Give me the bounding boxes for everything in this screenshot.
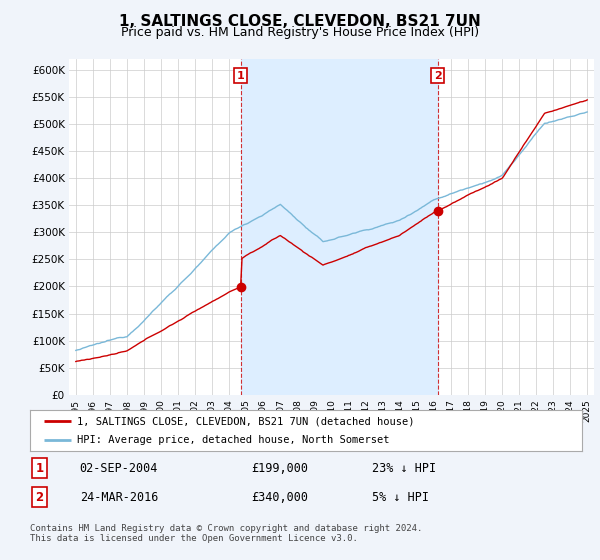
Text: 1: 1 bbox=[237, 71, 245, 81]
Text: 5% ↓ HPI: 5% ↓ HPI bbox=[372, 491, 429, 504]
Text: £340,000: £340,000 bbox=[251, 491, 308, 504]
Bar bbox=[241, 59, 437, 395]
Text: 02-SEP-2004: 02-SEP-2004 bbox=[80, 461, 158, 475]
Text: 2: 2 bbox=[434, 71, 442, 81]
Text: 1, SALTINGS CLOSE, CLEVEDON, BS21 7UN (detached house): 1, SALTINGS CLOSE, CLEVEDON, BS21 7UN (d… bbox=[77, 417, 415, 426]
Text: £199,000: £199,000 bbox=[251, 461, 308, 475]
Text: Price paid vs. HM Land Registry's House Price Index (HPI): Price paid vs. HM Land Registry's House … bbox=[121, 26, 479, 39]
Text: 2: 2 bbox=[35, 491, 44, 504]
Text: 1, SALTINGS CLOSE, CLEVEDON, BS21 7UN: 1, SALTINGS CLOSE, CLEVEDON, BS21 7UN bbox=[119, 14, 481, 29]
Text: 24-MAR-2016: 24-MAR-2016 bbox=[80, 491, 158, 504]
Text: Contains HM Land Registry data © Crown copyright and database right 2024.
This d: Contains HM Land Registry data © Crown c… bbox=[30, 524, 422, 543]
Text: 1: 1 bbox=[35, 461, 44, 475]
Text: 23% ↓ HPI: 23% ↓ HPI bbox=[372, 461, 436, 475]
Text: HPI: Average price, detached house, North Somerset: HPI: Average price, detached house, Nort… bbox=[77, 435, 389, 445]
